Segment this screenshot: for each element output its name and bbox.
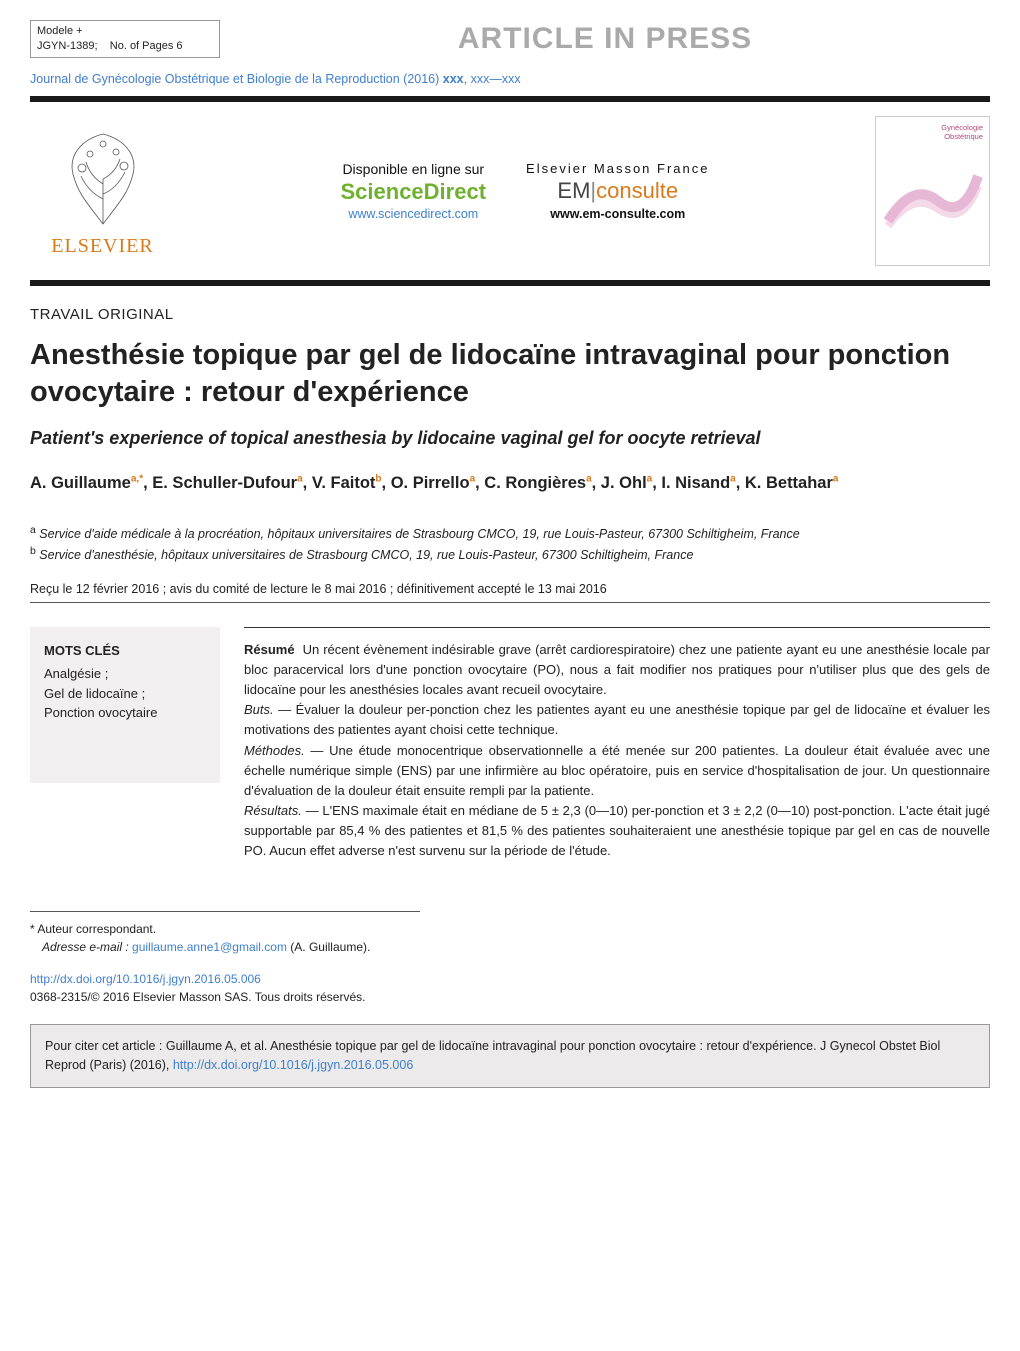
elsevier-logo: ELSEVIER [30, 124, 175, 258]
in-press-banner: ARTICLE IN PRESS [220, 22, 990, 56]
corresponding-author-note: * Auteur correspondant. [30, 920, 990, 938]
abstract-methodes-label: Méthodes. [244, 743, 305, 758]
sciencedirect-block: Disponible en ligne sur ScienceDirect ww… [341, 161, 487, 221]
emconsulte-block: Elsevier Masson France EM|consulte www.e… [526, 161, 709, 221]
article-type: TRAVAIL ORIGINAL [30, 306, 990, 323]
journal-sep: , [464, 72, 471, 86]
abstract-area: MOTS CLÉS Analgésie ; Gel de lidocaïne ;… [30, 627, 990, 862]
cover-thumb-graphic [883, 151, 983, 241]
cite-doi-link[interactable]: http://dx.doi.org/10.1016/j.jgyn.2016.05… [173, 1058, 413, 1072]
affiliation-b: b Service d'anesthésie, hôpitaux univers… [30, 544, 990, 566]
keyword-item: Ponction ovocytaire [44, 703, 206, 723]
doi-block: http://dx.doi.org/10.1016/j.jgyn.2016.05… [30, 970, 990, 1006]
abstract-lead: Résumé [244, 642, 295, 657]
model-line2-left: JGYN-1389; [37, 40, 98, 52]
article-title-fr: Anesthésie topique par gel de lidocaïne … [30, 337, 990, 412]
author-email-link[interactable]: guillaume.anne1@gmail.com [132, 940, 287, 954]
sd-available-label: Disponible en ligne sur [341, 161, 487, 177]
abstract-buts-label: Buts. [244, 702, 274, 717]
abstract-body: Résumé Un récent évènement indésirable g… [244, 627, 990, 862]
emconsulte-brand[interactable]: EM|consulte [526, 178, 709, 204]
publisher-header-band: ELSEVIER Disponible en ligne sur Science… [30, 116, 990, 286]
email-label: Adresse e-mail : [42, 940, 132, 954]
article-title-en: Patient's experience of topical anesthes… [30, 426, 990, 451]
elsevier-tree-icon [48, 124, 158, 229]
journal-prefix: Journal de Gynécologie Obstétrique et Bi… [30, 72, 443, 86]
sciencedirect-brand[interactable]: ScienceDirect [341, 179, 487, 205]
abstract-resultats-text: — L'ENS maximale était en médiane de 5 ±… [244, 803, 990, 858]
model-block: Modele + JGYN-1389; No. of Pages 6 [30, 20, 220, 58]
author-list: A. Guillaumea,*, E. Schuller-Dufoura, V.… [30, 471, 990, 497]
abstract-buts-text: — Évaluer la douleur per-ponction chez l… [244, 702, 990, 737]
copyright-line: 0368-2315/© 2016 Elsevier Masson SAS. To… [30, 990, 365, 1004]
em-prefix: EM [557, 178, 590, 203]
em-top-label: Elsevier Masson France [526, 161, 709, 176]
abstract-intro: Un récent évènement indésirable grave (a… [244, 642, 990, 697]
abstract-resultats-label: Résultats. [244, 803, 302, 818]
cover-thumb-title: Gynécologie Obstétrique [941, 123, 983, 141]
emconsulte-url[interactable]: www.em-consulte.com [526, 207, 709, 221]
journal-pages: xxx—xxx [471, 72, 521, 86]
doi-link[interactable]: http://dx.doi.org/10.1016/j.jgyn.2016.05… [30, 972, 261, 986]
keywords-box: MOTS CLÉS Analgésie ; Gel de lidocaïne ;… [30, 627, 220, 783]
elsevier-wordmark: ELSEVIER [30, 235, 175, 258]
affiliation-a: a Service d'aide médicale à la procréati… [30, 523, 990, 545]
keywords-heading: MOTS CLÉS [44, 641, 206, 661]
email-line: Adresse e-mail : guillaume.anne1@gmail.c… [30, 938, 990, 956]
sciencedirect-url[interactable]: www.sciencedirect.com [341, 207, 487, 221]
affiliations-block: a Service d'aide médicale à la procréati… [30, 523, 990, 566]
abstract-methodes-text: — Une étude monocentrique observationnel… [244, 743, 990, 798]
journal-vol: xxx [443, 72, 464, 86]
journal-cover-thumbnail: Gynécologie Obstétrique [875, 116, 990, 266]
keyword-item: Gel de lidocaïne ; [44, 684, 206, 704]
footnote-separator [30, 911, 420, 912]
model-line2-right: No. of Pages 6 [110, 40, 183, 52]
em-suffix: consulte [596, 178, 678, 203]
journal-citation-line: Journal de Gynécologie Obstétrique et Bi… [30, 64, 990, 102]
header-link-columns: Disponible en ligne sur ScienceDirect ww… [189, 161, 861, 221]
top-row: Modele + JGYN-1389; No. of Pages 6 ARTIC… [30, 20, 990, 58]
article-dates: Reçu le 12 février 2016 ; avis du comité… [30, 582, 990, 603]
model-line1: Modele + [37, 24, 213, 39]
citation-box: Pour citer cet article : Guillaume A, et… [30, 1024, 990, 1088]
footnotes: * Auteur correspondant. Adresse e-mail :… [30, 920, 990, 956]
keyword-item: Analgésie ; [44, 664, 206, 684]
email-tail: (A. Guillaume). [287, 940, 370, 954]
